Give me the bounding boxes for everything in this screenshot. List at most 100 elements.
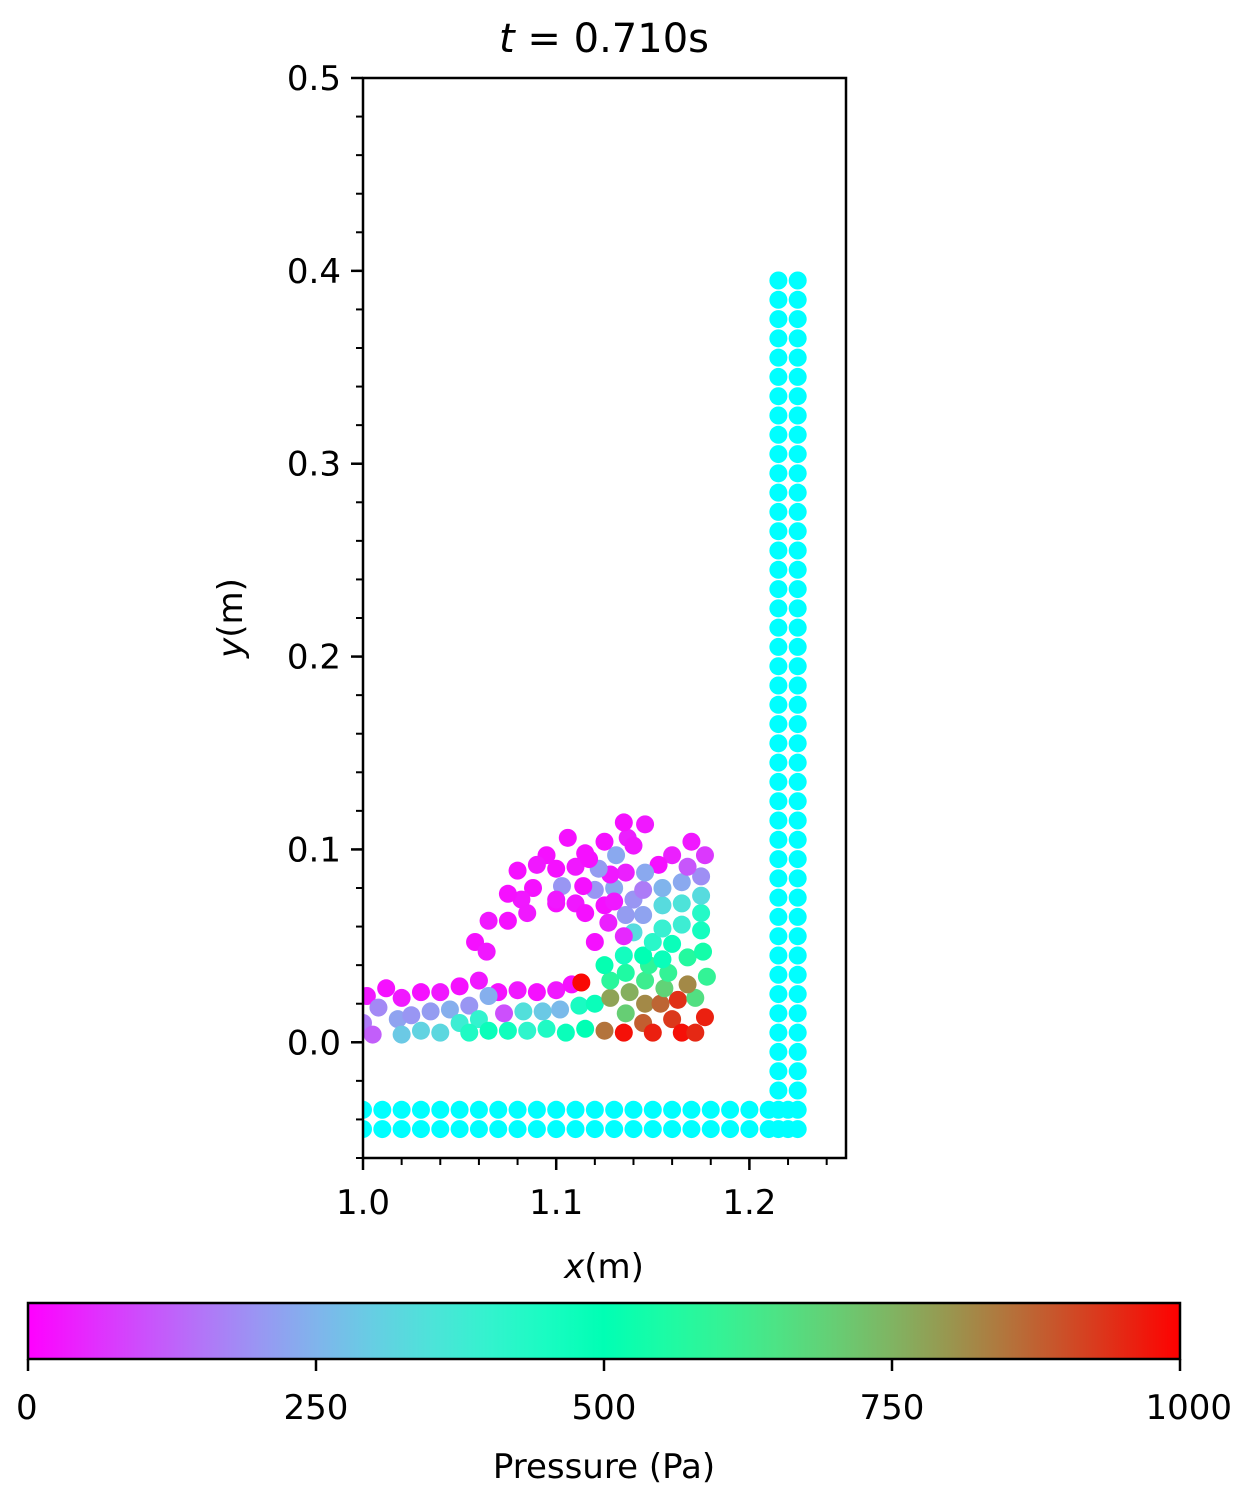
y-tick-label: 0.4 [287,252,341,292]
wall-particle [788,367,807,386]
fluid-particle [678,975,697,994]
fluid-particle [524,879,543,897]
fluid-particle [695,1008,714,1027]
wall-particle [769,1062,788,1081]
wall-particle [769,811,788,830]
wall-particle [769,560,788,579]
points-layer [363,271,807,1139]
wall-particle [788,1062,807,1081]
wall-particle [769,869,788,888]
fluid-particle [686,1023,705,1042]
wall-particle [769,502,788,521]
fluid-particle [477,942,496,961]
floor-particle [566,1100,585,1119]
wall-particle [769,830,788,849]
fluid-particle [556,1023,575,1042]
x-tick-label: 1.0 [336,1183,390,1223]
wall-particle [788,946,807,965]
fluid-particle [663,934,682,953]
fluid-particle [636,994,655,1013]
fluid-particle [672,873,691,892]
floor-particle [663,1100,682,1119]
floor-particle [547,1120,566,1139]
fluid-particle [595,1021,614,1040]
fluid-particle [614,1023,633,1042]
floor-particle [663,1120,682,1139]
fluid-particle [653,919,672,938]
fluid-particle [460,1023,479,1042]
y-axis-label-var: y [211,637,251,659]
wall-particle [769,290,788,309]
fluid-particle [547,859,566,878]
colorbar-tick-label: 250 [284,1388,349,1428]
fluid-particle [552,877,571,896]
fluid-particle [692,904,711,923]
wall-particle [769,599,788,618]
fluid-particle [692,921,711,940]
wall-particle [769,310,788,329]
wall-particle [788,1042,807,1061]
fluid-particle [566,857,585,876]
floor-particle [643,1120,662,1139]
fluid-particle [601,971,620,990]
fluid-particle [527,983,546,1002]
floor-particle [759,1100,778,1119]
floor-particle [450,1120,469,1139]
colorbar-tick-label: 750 [860,1388,925,1428]
wall-particle [788,406,807,425]
x-axis-label: x(m) [563,1247,644,1287]
fluid-particle [697,967,716,986]
fluid-particle [411,1021,430,1040]
fluid-particle [392,988,411,1007]
colorbar [26,1301,1182,1361]
fluid-particle [570,996,589,1015]
floor-particle [469,1100,488,1119]
fluid-particle [636,815,655,834]
fluid-particle [694,942,713,961]
floor-particle [392,1100,411,1119]
wall-particle [788,637,807,656]
wall-particle [769,1023,788,1042]
wall-particle [769,483,788,502]
floor-particle [411,1100,430,1119]
fluid-particle [682,832,701,851]
fluid-particle [547,981,566,1000]
x-tick-label: 1.1 [529,1183,583,1223]
colorbar-ticks: 0 250 500 750 1000 [16,1359,1232,1428]
wall-particle [769,657,788,676]
floor-particle [527,1100,546,1119]
wall-particle [788,715,807,734]
fluid-particle [533,1002,552,1021]
floor-particle [624,1120,643,1139]
wall-particle [788,502,807,521]
wall-particle [769,676,788,695]
wall-particle [769,850,788,869]
fluid-particle [512,890,531,909]
y-tick-label: 0.1 [287,830,341,870]
floor-particle [779,1100,798,1119]
fluid-particle [363,1025,382,1044]
fluid-particle [634,906,653,924]
wall-particle [769,946,788,965]
fluid-particle [605,892,624,911]
wall-particle [788,541,807,560]
floor-particle [585,1100,604,1119]
fluid-particle [479,1021,498,1040]
fluid-particle [607,846,626,865]
wall-particle [788,1023,807,1042]
wall-particle [788,271,807,290]
fluid-particle [469,971,488,990]
floor-particle [450,1100,469,1119]
floor-particle [566,1120,585,1139]
wall-particle [788,676,807,695]
fluid-particle [643,1023,662,1042]
fluid-particle [392,1025,411,1044]
floor-particle [547,1100,566,1119]
wall-particle [788,965,807,984]
wall-particle [788,753,807,772]
wall-particle [769,907,788,926]
wall-particle [769,367,788,386]
fluid-particle [440,1000,459,1019]
y-axis-label-unit: (m) [211,578,251,638]
wall-particle [769,695,788,714]
